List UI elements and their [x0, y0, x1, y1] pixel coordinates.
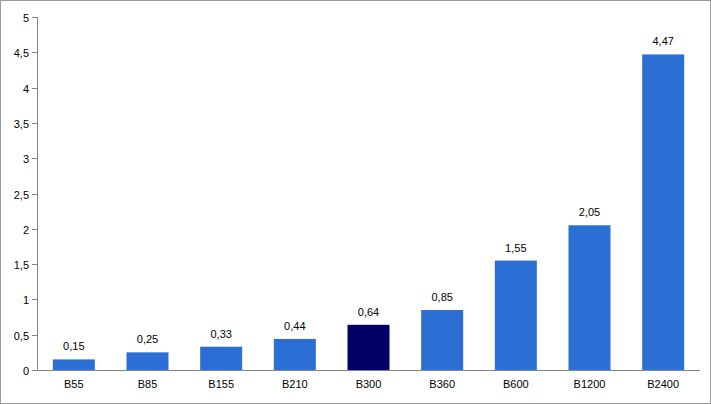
y-tick	[32, 370, 37, 371]
bar	[642, 54, 684, 370]
x-tick-label: B85	[138, 378, 158, 390]
bar	[274, 339, 316, 370]
x-tick-label: B155	[208, 378, 234, 390]
x-tick-label: B55	[64, 378, 84, 390]
y-tick-label: 1	[23, 294, 29, 306]
y-tick	[32, 17, 37, 18]
bar	[53, 359, 95, 370]
data-label: 0,15	[63, 340, 84, 352]
frame	[1, 1, 711, 404]
x-tick-label: B2400	[647, 378, 679, 390]
data-label: 0,85	[431, 291, 452, 303]
y-tick	[32, 123, 37, 124]
data-label: 0,33	[210, 328, 231, 340]
y-axis	[37, 17, 38, 370]
data-label: 4,47	[652, 35, 673, 47]
bar	[495, 261, 537, 370]
y-tick-label: 0,5	[14, 330, 29, 342]
y-tick-label: 4,5	[14, 47, 29, 59]
x-tick-label: B600	[503, 378, 529, 390]
bar	[200, 347, 242, 370]
x-axis	[37, 370, 700, 371]
x-tick-label: B360	[429, 378, 455, 390]
y-tick-label: 3	[23, 153, 29, 165]
y-tick	[32, 88, 37, 89]
bar	[127, 352, 169, 370]
x-tick-label: B1200	[574, 378, 606, 390]
y-tick-label: 1,5	[14, 259, 29, 271]
y-tick-label: 2,5	[14, 189, 29, 201]
y-tick-label: 2	[23, 224, 29, 236]
data-label: 1,55	[505, 242, 526, 254]
y-tick-label: 4	[23, 83, 29, 95]
bar	[421, 310, 463, 370]
data-label: 0,64	[358, 306, 379, 318]
bars	[53, 54, 684, 370]
y-tick	[32, 299, 37, 300]
y-tick	[32, 194, 37, 195]
y-tick-label: 5	[23, 12, 29, 24]
y-tick	[32, 52, 37, 53]
data-label: 0,44	[284, 320, 305, 332]
y-tick	[32, 264, 37, 265]
y-tick-label: 3,5	[14, 118, 29, 130]
x-tick-label: B300	[356, 378, 382, 390]
y-tick-label: 0	[23, 365, 29, 377]
bar	[348, 325, 390, 370]
x-tick-label: B210	[282, 378, 308, 390]
data-label: 2,05	[579, 206, 600, 218]
data-label: 0,25	[137, 333, 158, 345]
bar	[569, 225, 611, 370]
y-tick	[32, 229, 37, 230]
chart: 0 0,5 1 1,5 2 2,5 3 3,5 4 4,5 5 0,15 B55 0,25 B85 0,33 B…	[0, 0, 711, 404]
y-tick	[32, 335, 37, 336]
y-tick	[32, 158, 37, 159]
